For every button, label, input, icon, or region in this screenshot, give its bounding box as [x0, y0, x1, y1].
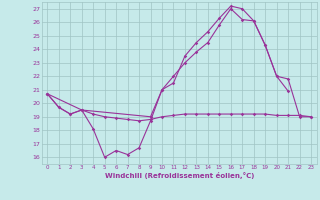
X-axis label: Windchill (Refroidissement éolien,°C): Windchill (Refroidissement éolien,°C) [105, 172, 254, 179]
